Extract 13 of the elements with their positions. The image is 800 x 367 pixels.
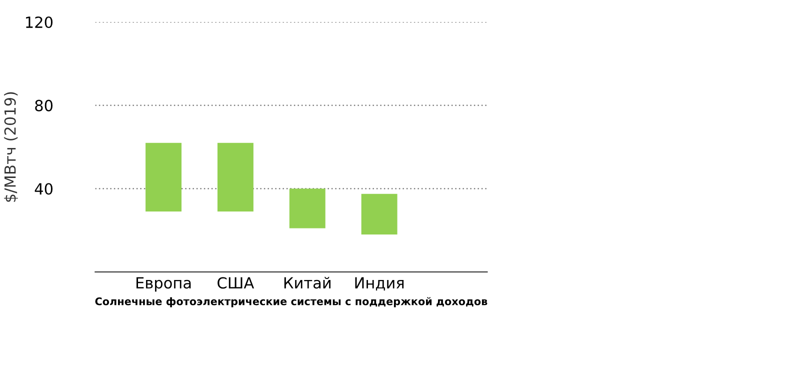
x-tick-label: США bbox=[218, 277, 254, 289]
bar bbox=[289, 188, 326, 228]
x-tick-label: Европа bbox=[136, 277, 191, 292]
y-tick-label: 40 bbox=[34, 183, 53, 195]
x-tick-label: Индия bbox=[355, 277, 404, 291]
y-tick-label: 80 bbox=[35, 100, 53, 112]
bar bbox=[217, 142, 254, 212]
bar bbox=[361, 194, 398, 234]
x-tick-label: Китай bbox=[284, 276, 330, 289]
bar bbox=[146, 142, 182, 212]
y-tick-label: 120 bbox=[26, 16, 53, 28]
y-axis-title: $/МВтч (2019) bbox=[4, 92, 18, 202]
x-axis-title: Солнечные фотоэлектрические системы с поддержкой доходов bbox=[95, 297, 488, 308]
